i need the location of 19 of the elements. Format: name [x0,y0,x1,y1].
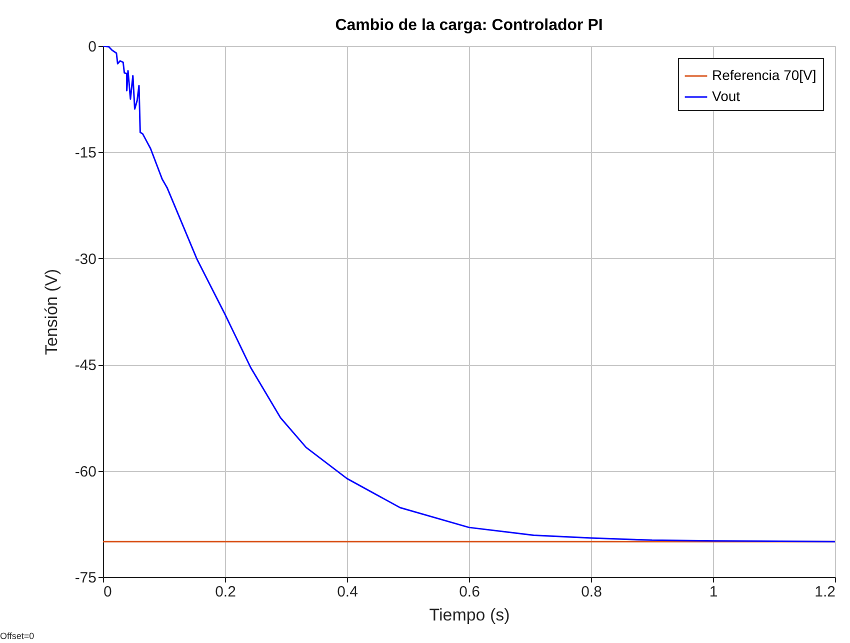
x-axis-title: Tiempo (s) [429,606,510,624]
x-tick-label: 0.8 [581,584,602,600]
chart-title: Cambio de la carga: Controlador PI [335,17,603,34]
x-tick-label: 0 [104,584,112,600]
y-tick-label: -60 [74,463,96,480]
y-tick-label: -75 [74,570,96,586]
y-tick-label: -30 [74,250,96,268]
x-tick-label: 1.2 [814,584,836,600]
x-tick-label: 1 [709,584,718,600]
x-tick-label: 0.2 [215,584,236,600]
x-tick-label: 0.4 [337,584,358,600]
y-tick-label: -15 [74,144,96,162]
y-axis-title: Tensión (V) [42,269,61,355]
text: Offset=0 [0,631,34,641]
y-tick-label: -45 [74,357,96,374]
y-tick-label: 0 [88,38,96,56]
legend-label: Vout [712,88,740,104]
legend-label: Referencia 70[V] [712,67,816,83]
x-tick-label: 0.6 [459,584,480,600]
